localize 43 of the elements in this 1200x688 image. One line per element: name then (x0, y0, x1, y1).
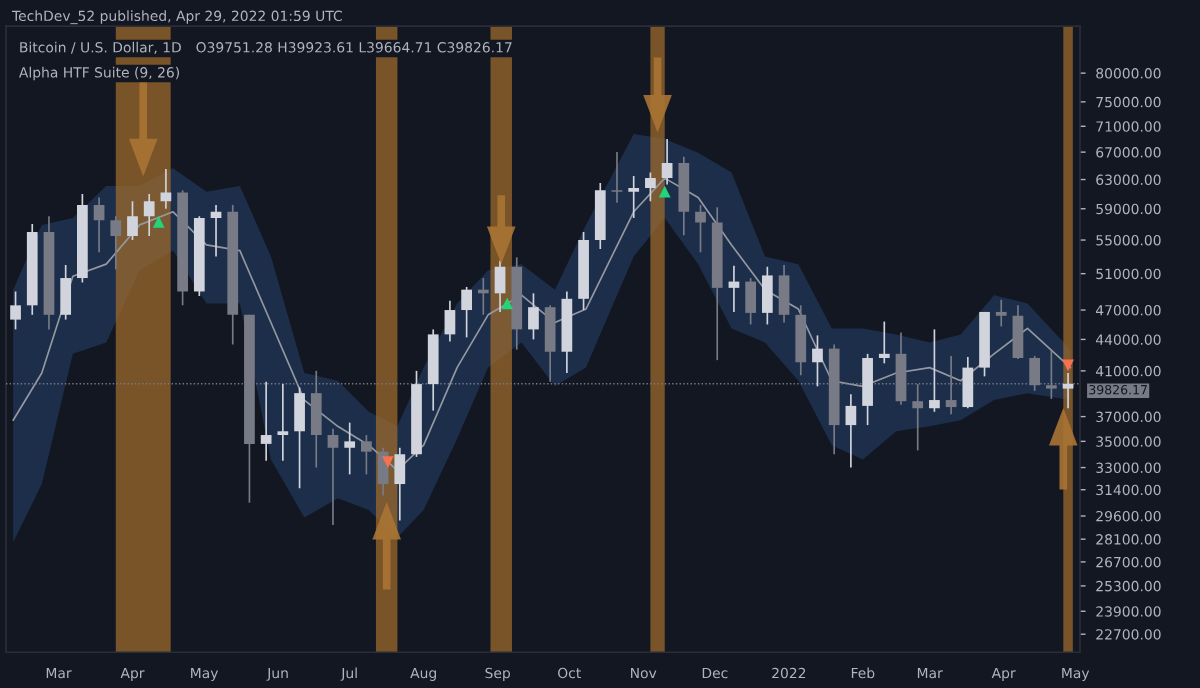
candlestick (127, 200, 138, 241)
candlestick (60, 264, 72, 321)
point (381, 456, 394, 469)
candlestick (845, 393, 857, 469)
candlestick (544, 304, 556, 383)
candlestick (1062, 372, 1074, 410)
candlestick (277, 383, 289, 462)
point (658, 185, 671, 198)
candlestick (995, 298, 1007, 328)
candlestick (878, 320, 890, 365)
candlestick (394, 446, 406, 522)
candlestick (327, 427, 339, 526)
candlestick (812, 334, 823, 388)
candlestick (143, 193, 155, 237)
candlestick (210, 204, 222, 258)
candlestick (1012, 304, 1024, 360)
candlestick (761, 265, 773, 326)
candlestick (10, 290, 21, 331)
candlestick (862, 352, 873, 426)
candlestick (93, 196, 105, 254)
point (501, 297, 514, 310)
candlestick (528, 292, 539, 341)
candlestick (260, 381, 272, 462)
candlestick (778, 264, 790, 324)
candlestick (611, 151, 623, 204)
candlestick (294, 386, 305, 490)
candlestick (628, 175, 640, 219)
candlestick (110, 215, 122, 271)
candlestick (160, 168, 172, 210)
candlestick (661, 138, 673, 186)
candlestick (494, 259, 506, 313)
candlestick (444, 299, 456, 343)
candlestick (962, 356, 974, 410)
candlestick (645, 171, 656, 203)
candlestick (728, 265, 740, 313)
candlestick (795, 304, 807, 377)
candlestick (361, 434, 372, 476)
point (152, 215, 165, 228)
candlestick (695, 204, 706, 254)
candlestick (461, 286, 472, 339)
candlestick (344, 421, 356, 476)
candlestick (745, 277, 757, 326)
candlestick (929, 328, 940, 413)
